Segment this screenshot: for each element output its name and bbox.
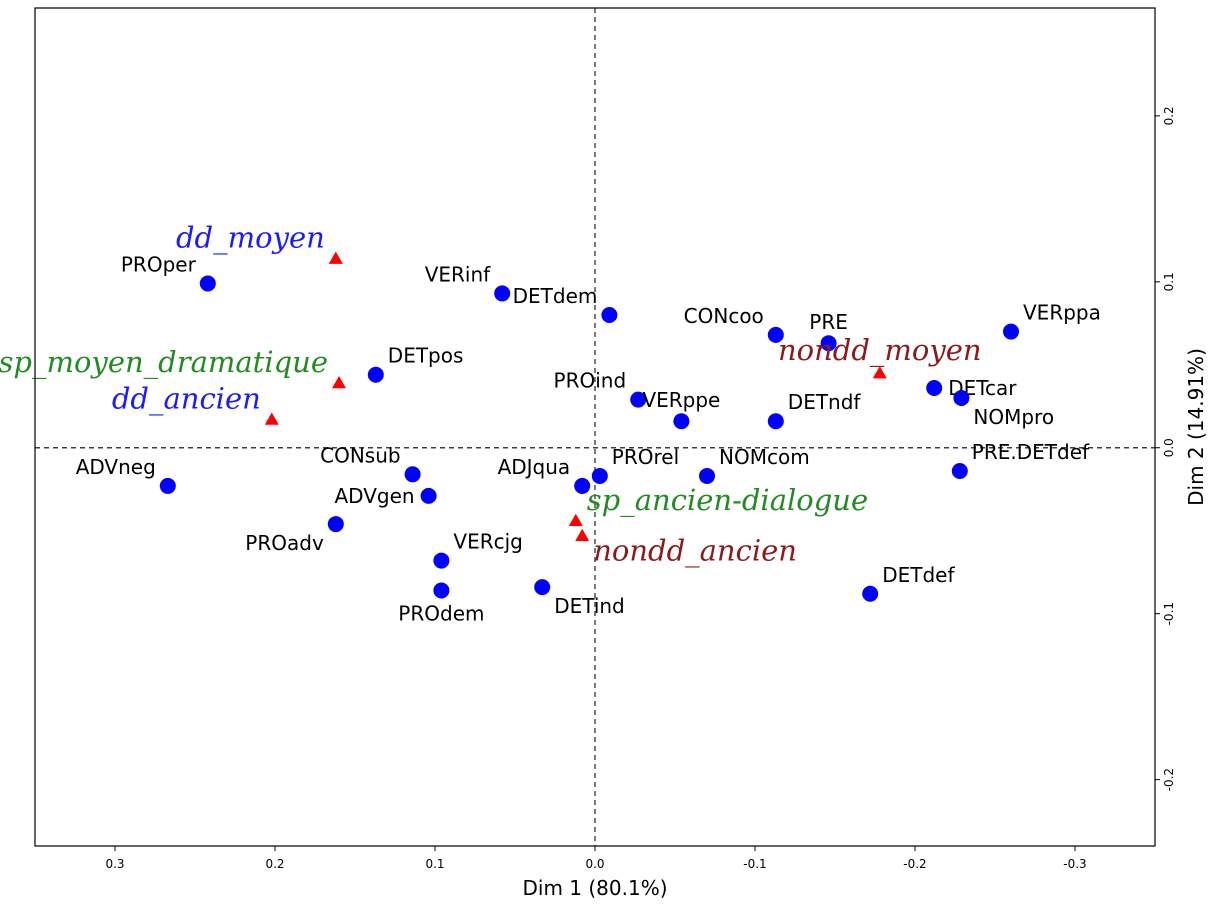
variable-point bbox=[574, 477, 591, 494]
y-tick-label: 0.1 bbox=[1162, 272, 1176, 291]
variable-label: DETdem bbox=[513, 284, 598, 308]
variable-label: PROrel bbox=[612, 445, 679, 469]
group-label: dd_ancien bbox=[112, 382, 261, 417]
x-tick-label: 0.1 bbox=[425, 857, 444, 871]
group-point bbox=[328, 251, 343, 264]
variable-point bbox=[327, 516, 344, 533]
group-point bbox=[568, 513, 583, 527]
variable-point bbox=[433, 552, 450, 569]
x-tick-label: -0.1 bbox=[743, 857, 766, 871]
variable-label: DETind bbox=[554, 594, 625, 618]
variable-label: PROper bbox=[121, 252, 197, 276]
x-tick-label: -0.2 bbox=[903, 857, 926, 871]
x-axis-ticks: 0.3 0.2 0.1 0.0 -0.1 -0.2 -0.3 bbox=[105, 846, 1087, 871]
variable-label: NOMcom bbox=[719, 445, 810, 469]
variable-label: VERcjg bbox=[453, 530, 522, 554]
group-point bbox=[264, 412, 279, 425]
variable-point bbox=[820, 335, 837, 352]
variable-point bbox=[862, 585, 879, 602]
x-tick-label: -0.3 bbox=[1063, 857, 1086, 871]
variable-point bbox=[601, 306, 618, 323]
variable-point bbox=[367, 366, 384, 383]
variable-label: CONcoo bbox=[684, 304, 764, 328]
y-tick-label: -0.2 bbox=[1162, 768, 1176, 791]
variable-label: DETdef bbox=[882, 563, 955, 587]
variable-point bbox=[953, 389, 970, 406]
variable-label: VERinf bbox=[425, 262, 491, 286]
variable-label: NOMpro bbox=[973, 405, 1054, 429]
variable-points: PROper VERinf DETdem CONcoo PRE VERppa DETpos P… bbox=[76, 252, 1101, 625]
variable-label: PROdem bbox=[398, 601, 484, 625]
variable-point bbox=[951, 462, 968, 479]
group-label: nondd_ancien bbox=[593, 534, 797, 569]
variable-label: PROind bbox=[554, 369, 627, 393]
variable-point bbox=[534, 579, 551, 596]
variable-label: ADJqua bbox=[498, 455, 571, 479]
variable-label: CONsub bbox=[320, 443, 400, 467]
variable-point bbox=[630, 391, 647, 408]
variable-label: VERppa bbox=[1023, 301, 1101, 325]
variable-label: ADVgen bbox=[335, 484, 415, 508]
variable-point bbox=[1003, 323, 1019, 340]
variable-point bbox=[591, 467, 608, 484]
variable-point bbox=[404, 466, 421, 483]
variable-point bbox=[420, 487, 437, 504]
variable-label: PROadv bbox=[245, 531, 324, 555]
y-tick-label: -0.1 bbox=[1162, 602, 1176, 625]
variable-point bbox=[699, 467, 715, 484]
x-tick-label: 0.2 bbox=[265, 857, 284, 871]
y-axis-title: Dim 2 (14.91%) bbox=[1184, 348, 1208, 506]
variable-label: DETndf bbox=[788, 390, 862, 414]
group-label: sp_ancien-dialogue bbox=[587, 483, 868, 518]
variable-label: VERppe bbox=[642, 388, 720, 412]
variable-label: PRE bbox=[809, 310, 848, 334]
variable-label: ADVneg bbox=[76, 455, 156, 479]
group-label: dd_moyen bbox=[176, 221, 325, 256]
y-tick-label: 0.0 bbox=[1162, 438, 1176, 457]
group-point bbox=[575, 528, 590, 541]
group-points: dd_moyensp_moyen_dramatiquedd_anciennond… bbox=[0, 221, 982, 569]
x-axis-title: Dim 1 (80.1%) bbox=[522, 876, 667, 900]
variable-label: DETpos bbox=[388, 344, 464, 368]
plot-frame bbox=[34, 7, 1156, 847]
group-point bbox=[872, 366, 887, 379]
variable-point bbox=[159, 477, 176, 494]
group-label: sp_moyen_dramatique bbox=[0, 345, 328, 380]
variable-point bbox=[673, 413, 690, 430]
variable-point bbox=[433, 582, 450, 599]
x-tick-label: 0.0 bbox=[585, 857, 604, 871]
variable-label: PRE.DETdef bbox=[972, 440, 1090, 464]
group-point bbox=[332, 376, 346, 389]
y-tick-label: 0.2 bbox=[1162, 106, 1176, 125]
variable-point bbox=[494, 285, 511, 302]
variable-point bbox=[926, 380, 943, 397]
variable-point bbox=[767, 326, 784, 343]
x-tick-label: 0.3 bbox=[105, 857, 124, 871]
group-label: nondd_moyen bbox=[778, 333, 982, 368]
variable-point bbox=[767, 413, 784, 430]
variable-point bbox=[199, 275, 216, 292]
y-axis-ticks: 0.2 0.1 0.0 -0.1 -0.2 bbox=[1155, 106, 1176, 791]
reference-lines bbox=[35, 8, 1155, 846]
